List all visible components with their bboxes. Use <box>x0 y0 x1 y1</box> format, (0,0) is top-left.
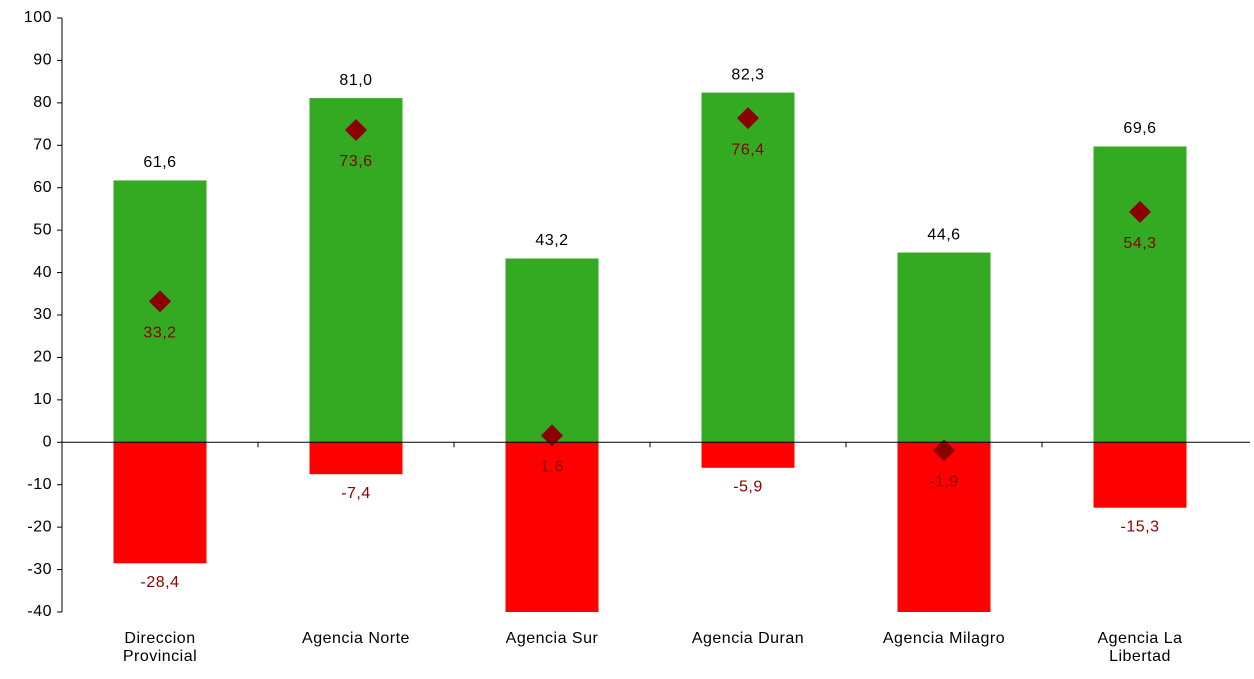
bar <box>897 441 991 612</box>
x-tick-label: Agencia Sur <box>505 630 599 647</box>
y-tick-label: 90 <box>33 52 52 69</box>
data-label: 82,3 <box>731 66 764 83</box>
y-tick-label: 40 <box>33 264 52 281</box>
data-label: 73,6 <box>339 153 372 170</box>
data-label: 76,4 <box>731 141 764 158</box>
y-tick-label: 20 <box>33 349 52 366</box>
y-tick-label: -10 <box>27 476 52 493</box>
plot-area <box>113 92 1187 612</box>
bar <box>113 441 207 564</box>
data-label: 81,0 <box>339 72 372 89</box>
diamond-marker <box>1129 200 1151 223</box>
bar <box>309 98 403 443</box>
y-tick-label: 30 <box>33 306 52 323</box>
y-tick-label: 50 <box>33 221 52 238</box>
bar <box>897 252 991 443</box>
x-tick-label: Agencia Duran <box>691 630 805 647</box>
data-label: 54,3 <box>1123 235 1156 252</box>
diamond-marker <box>541 424 563 447</box>
bar <box>505 258 599 443</box>
diamond-marker <box>149 290 171 313</box>
data-label: 61,6 <box>143 154 176 171</box>
diamond-marker <box>737 107 759 130</box>
data-label: -28,4 <box>141 574 180 591</box>
data-label: -1,9 <box>929 474 959 491</box>
diamond-marker <box>345 119 367 142</box>
y-tick-label: 10 <box>33 391 52 408</box>
data-label: -5,9 <box>733 479 763 496</box>
data-label: 69,6 <box>1123 120 1156 137</box>
y-tick-label: -20 <box>27 518 52 535</box>
x-tick-label: Agencia Norte <box>302 630 410 647</box>
data-label: 44,6 <box>927 226 960 243</box>
y-tick-label: -30 <box>27 561 52 578</box>
data-label: -7,4 <box>341 485 371 502</box>
x-tick-label: Direccion Provincial <box>122 630 198 665</box>
diamond-marker <box>933 439 955 462</box>
y-tick-label: 100 <box>24 9 52 26</box>
x-tick-label: Agencia La Libertad <box>1097 630 1183 665</box>
bar <box>1093 441 1187 508</box>
data-label: 43,2 <box>535 232 568 249</box>
y-tick-label: -40 <box>27 603 52 620</box>
bar <box>309 441 403 475</box>
x-tick-label: Agencia Milagro <box>882 630 1006 647</box>
y-tick-label: 60 <box>33 179 52 196</box>
data-label: -15,3 <box>1121 518 1160 535</box>
y-tick-label: 80 <box>33 94 52 111</box>
y-tick-label: 0 <box>43 434 52 451</box>
data-label: 1,6 <box>540 459 564 476</box>
y-tick-label: 70 <box>33 137 52 154</box>
bar <box>701 92 795 443</box>
bar <box>701 441 795 468</box>
bar <box>1093 146 1187 443</box>
data-label: 33,2 <box>143 325 176 342</box>
